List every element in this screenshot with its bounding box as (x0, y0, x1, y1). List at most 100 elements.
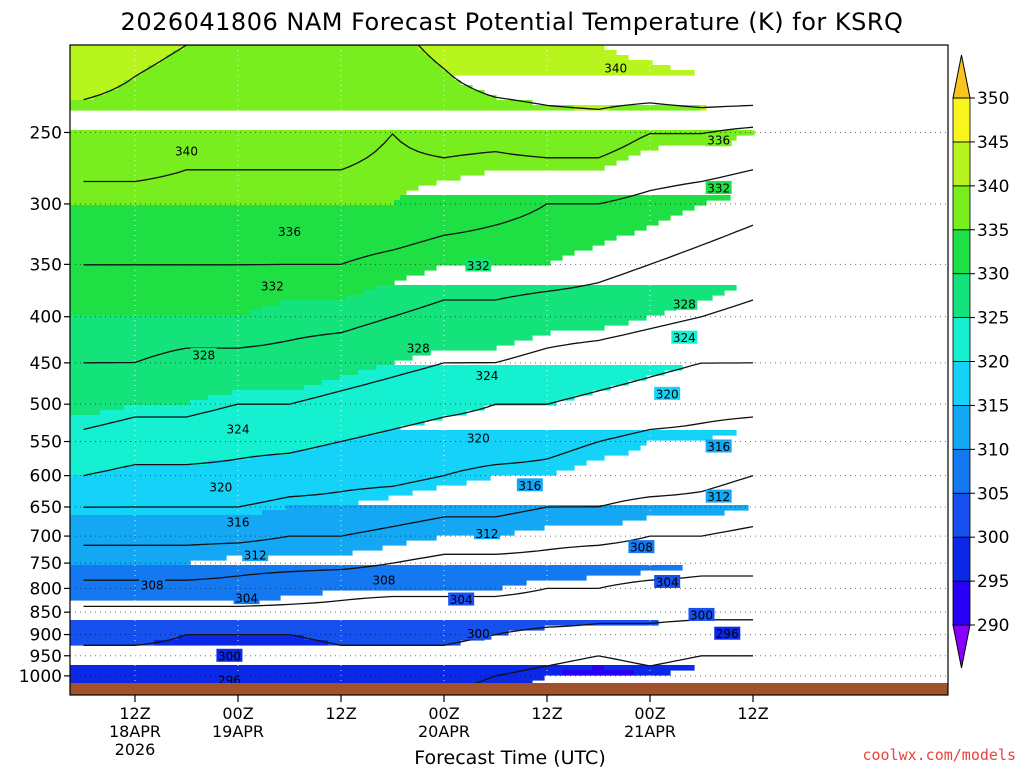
fill-cell (70, 50, 173, 56)
fill-cell (70, 355, 413, 361)
y-tick-label: 800 (30, 579, 62, 599)
contour-332 (83, 169, 754, 266)
colorbar-label: 290 (977, 616, 1009, 636)
fill-cell (394, 200, 707, 206)
fill-cell (184, 45, 419, 51)
fill-cell (304, 385, 611, 391)
fill-cell (70, 520, 623, 526)
plot-area: 3403363323283243203163123083043002963403… (70, 45, 948, 695)
contour-label: 304 (450, 593, 473, 607)
y-tick-label: 700 (30, 527, 62, 547)
fill-cell (70, 575, 587, 581)
contour-320 (83, 362, 753, 477)
x-tick-label: 00Z (634, 704, 665, 723)
fill-cell (70, 240, 605, 246)
contour-label: 308 (141, 578, 164, 592)
x-tick-label: 20APR (418, 722, 470, 741)
fill-cell (70, 60, 161, 66)
fill-cell (70, 490, 413, 496)
contour-label-bg (671, 296, 698, 310)
fill-cell (148, 65, 443, 71)
fill-cell (70, 565, 683, 571)
contour-label-bg (465, 258, 492, 272)
colorbar-swatch (952, 141, 971, 187)
grid-lines (70, 45, 948, 695)
fill-cell (70, 95, 95, 101)
contour-304 (83, 575, 753, 608)
x-tick-label: 2026 (115, 740, 156, 759)
contour-label: 300 (218, 649, 241, 663)
fill-cell (70, 80, 125, 86)
fill-cell (70, 525, 545, 531)
fill-cell (70, 400, 191, 406)
contour-label-bg (705, 180, 732, 194)
colorbar-label: 300 (977, 528, 1009, 548)
contour-label-bg (216, 672, 243, 686)
fill-cell (70, 265, 437, 271)
x-tick-label: 12Z (737, 704, 768, 723)
fill-cell (376, 365, 683, 371)
fill-cell (562, 670, 635, 676)
x-tick-label: 00Z (222, 704, 253, 723)
contour-label-bg (473, 368, 500, 382)
colorbar-swatch (952, 361, 971, 406)
contour-label-bg (602, 60, 629, 74)
colorbar-label: 325 (977, 309, 1009, 329)
colorbar-low-arrow (952, 624, 971, 669)
fill-cell (70, 140, 713, 146)
fill-cell (70, 190, 407, 196)
fill-cell (70, 515, 647, 521)
fill-cell (124, 405, 485, 411)
fill-cell (178, 635, 305, 641)
fill-cell (70, 630, 509, 636)
y-tick-label: 1000 (19, 667, 62, 687)
contour-label: 304 (656, 575, 679, 589)
fill-cell (70, 75, 137, 81)
contour-label-bg (276, 224, 303, 238)
fill-cell (70, 245, 593, 251)
fill-cell (190, 400, 557, 406)
colorbar-label: 295 (977, 572, 1009, 592)
fill-cell (70, 590, 323, 596)
fill-cell (70, 485, 437, 491)
fill-cell (70, 480, 467, 486)
contour-label: 328 (192, 348, 215, 362)
contour-label: 316 (707, 440, 730, 454)
fill-cell (70, 300, 281, 306)
fill-cell (160, 60, 437, 66)
colorbar-label: 340 (977, 177, 1009, 197)
contour-label: 296 (716, 627, 739, 641)
fill-cell (70, 495, 389, 501)
contour-label-bg (465, 626, 492, 640)
contour-label: 320 (209, 481, 232, 495)
contour-label-bg (688, 607, 715, 621)
fill-cell (70, 595, 281, 601)
fill-cell (70, 505, 287, 511)
fill-cell (70, 65, 149, 71)
contour-label: 328 (673, 297, 696, 311)
fill-cell (70, 185, 419, 191)
fill-cell (280, 300, 695, 306)
fill-cell (70, 395, 209, 401)
fill-cell (70, 260, 551, 266)
fill-cell (70, 250, 575, 256)
fill-cell (292, 450, 629, 456)
fill-cell (448, 70, 695, 76)
fill-cell (70, 155, 629, 161)
fill-cell (574, 105, 611, 111)
contour-label-bg (225, 422, 251, 436)
contour-label-bg (714, 626, 741, 640)
source-credit: coolwx.com/models (862, 746, 1016, 764)
y-tick-label: 850 (30, 603, 62, 623)
fill-cell (70, 390, 233, 396)
contour-label: 304 (235, 592, 258, 606)
colorbar-swatch (952, 317, 971, 362)
x-tick-label: 00Z (428, 704, 459, 723)
y-tick-label: 500 (30, 395, 62, 415)
fill-cell (70, 270, 425, 276)
fill-cell (430, 55, 629, 61)
fill-cell (172, 50, 425, 56)
fill-cell (70, 305, 263, 311)
fill-cell (70, 510, 263, 516)
